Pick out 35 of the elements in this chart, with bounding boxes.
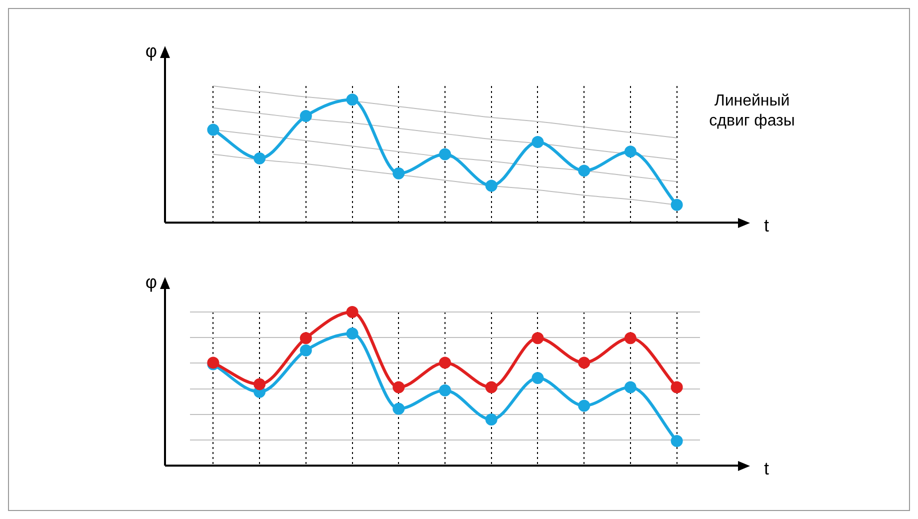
point	[346, 306, 358, 318]
x-axis-title: t	[764, 458, 770, 479]
point	[624, 146, 636, 158]
point	[532, 136, 544, 148]
y-axis-title: φ	[145, 40, 157, 61]
point	[392, 167, 405, 180]
point	[485, 414, 498, 426]
point	[392, 402, 405, 415]
point	[346, 328, 358, 340]
point	[578, 164, 590, 177]
point	[578, 356, 590, 369]
point	[439, 356, 451, 369]
point	[670, 198, 683, 211]
point	[532, 372, 544, 384]
x-axis-title: t	[764, 216, 770, 236]
point	[624, 332, 636, 344]
point	[254, 378, 266, 390]
point	[300, 332, 312, 344]
point	[207, 124, 220, 136]
point	[624, 381, 636, 394]
point	[300, 110, 312, 122]
point	[439, 384, 451, 396]
point	[578, 400, 590, 412]
point	[392, 381, 405, 394]
point	[439, 148, 451, 160]
point	[670, 381, 683, 394]
y-axis-title: φ	[145, 272, 157, 292]
point	[485, 180, 498, 192]
point	[346, 94, 358, 106]
point	[670, 435, 683, 448]
point	[254, 152, 266, 164]
point	[300, 344, 312, 356]
point	[532, 332, 544, 344]
annotation: Линейный сдвиг фазы	[709, 92, 795, 130]
point	[485, 381, 498, 394]
